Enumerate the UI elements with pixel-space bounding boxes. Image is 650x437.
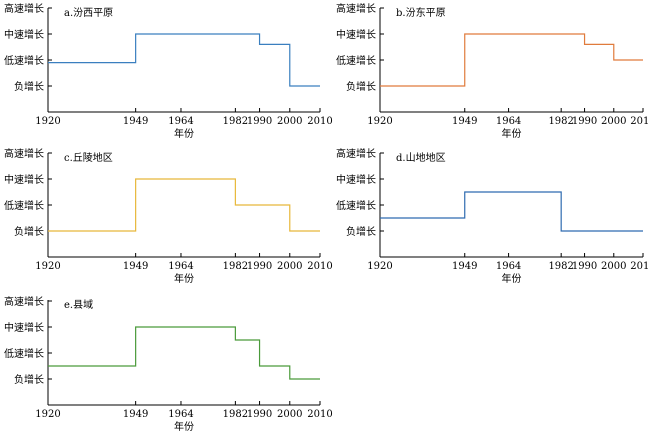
y-tick-label: 中速增长 — [4, 173, 44, 186]
x-tick-label: 2010 — [307, 261, 332, 272]
y-tick-label: 高速增长 — [336, 147, 376, 160]
y-tick-label: 中速增长 — [336, 28, 376, 41]
y-tick-label: 高速增长 — [336, 2, 376, 15]
y-tick-label: 负增长 — [346, 80, 376, 93]
chart-title: c.丘陵地区 — [64, 151, 113, 164]
x-tick-label: 1990 — [247, 261, 272, 272]
y-tick-label: 负增长 — [14, 225, 44, 238]
x-tick-label: 1964 — [168, 116, 193, 127]
x-tick-label: 2000 — [277, 409, 302, 420]
y-tick-label: 低速增长 — [4, 54, 44, 67]
x-tick-label: 2010 — [307, 409, 332, 420]
x-tick-label: 1920 — [35, 261, 60, 272]
series-line — [48, 326, 320, 380]
x-tick-label: 1949 — [123, 261, 148, 272]
y-tick-label: 高速增长 — [4, 2, 44, 15]
x-tick-label: 2000 — [601, 261, 626, 272]
x-tick-label: 2000 — [277, 116, 302, 127]
x-tick-label: 1949 — [452, 116, 477, 127]
x-tick-label: 1982 — [223, 116, 248, 127]
x-axis-label: 年份 — [174, 420, 194, 433]
series-line — [48, 178, 320, 232]
x-tick-label: 2000 — [601, 116, 626, 127]
y-tick-label: 低速增长 — [4, 199, 44, 212]
x-tick-label: 1920 — [35, 116, 60, 127]
x-tick-label: 2010 — [630, 116, 650, 127]
x-tick-label: 1982 — [223, 409, 248, 420]
y-tick-label: 高速增长 — [4, 295, 44, 308]
x-tick-label: 1964 — [168, 409, 193, 420]
y-tick-label: 低速增长 — [336, 54, 376, 67]
y-tick-label: 高速增长 — [4, 147, 44, 160]
x-tick-label: 2010 — [630, 261, 650, 272]
x-tick-label: 1964 — [496, 261, 521, 272]
x-tick-label: 1990 — [247, 409, 272, 420]
chart-title: a.汾西平原 — [64, 7, 113, 19]
x-axis-label: 年份 — [174, 127, 194, 140]
y-tick-label: 中速增长 — [336, 173, 376, 186]
x-tick-label: 1920 — [367, 261, 392, 272]
x-tick-label: 1990 — [247, 116, 272, 127]
x-axis-label: 年份 — [502, 127, 522, 140]
x-tick-label: 1920 — [35, 409, 60, 420]
x-tick-label: 1964 — [168, 261, 193, 272]
x-tick-label: 1964 — [496, 116, 521, 127]
chart-title: e.县域 — [64, 298, 93, 311]
x-tick-label: 1982 — [548, 261, 573, 272]
y-tick-label: 中速增长 — [4, 321, 44, 334]
x-tick-label: 1949 — [123, 409, 148, 420]
y-tick-label: 低速增长 — [4, 347, 44, 360]
series-line — [380, 33, 643, 87]
x-tick-label: 1982 — [223, 261, 248, 272]
x-tick-label: 1990 — [572, 261, 597, 272]
x-axis-label: 年份 — [502, 272, 522, 285]
chart-title: b.汾东平原 — [396, 6, 446, 19]
series-line — [48, 33, 320, 87]
x-tick-label: 1982 — [548, 116, 573, 127]
y-tick-label: 低速增长 — [336, 199, 376, 212]
y-tick-label: 负增长 — [346, 225, 376, 238]
x-tick-label: 1990 — [572, 116, 597, 127]
y-tick-label: 负增长 — [14, 373, 44, 386]
x-axis-label: 年份 — [174, 272, 194, 285]
x-tick-label: 2010 — [307, 116, 332, 127]
y-tick-label: 中速增长 — [4, 28, 44, 41]
x-tick-label: 1920 — [367, 116, 392, 127]
x-tick-label: 2000 — [277, 261, 302, 272]
x-tick-label: 1949 — [452, 261, 477, 272]
x-tick-label: 1949 — [123, 116, 148, 127]
y-tick-label: 负增长 — [14, 80, 44, 93]
chart-title: d.山地地区 — [396, 151, 446, 164]
series-line — [380, 191, 643, 232]
